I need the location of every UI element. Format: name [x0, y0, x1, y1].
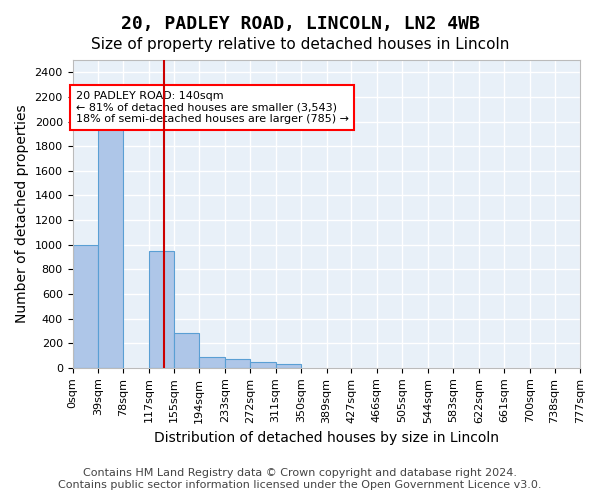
Text: Contains HM Land Registry data © Crown copyright and database right 2024.
Contai: Contains HM Land Registry data © Crown c…	[58, 468, 542, 490]
Text: 20 PADLEY ROAD: 140sqm
← 81% of detached houses are smaller (3,543)
18% of semi-: 20 PADLEY ROAD: 140sqm ← 81% of detached…	[76, 91, 349, 124]
Bar	[73, 244, 98, 368]
Bar	[225, 359, 250, 368]
Bar	[275, 364, 301, 368]
Text: 20, PADLEY ROAD, LINCOLN, LN2 4WB: 20, PADLEY ROAD, LINCOLN, LN2 4WB	[121, 15, 479, 33]
X-axis label: Distribution of detached houses by size in Lincoln: Distribution of detached houses by size …	[154, 431, 499, 445]
Text: Size of property relative to detached houses in Lincoln: Size of property relative to detached ho…	[91, 38, 509, 52]
Bar	[174, 334, 199, 368]
Bar	[149, 251, 175, 368]
Y-axis label: Number of detached properties: Number of detached properties	[15, 104, 29, 323]
Bar	[98, 128, 124, 368]
Bar	[199, 356, 225, 368]
Bar	[250, 362, 275, 368]
